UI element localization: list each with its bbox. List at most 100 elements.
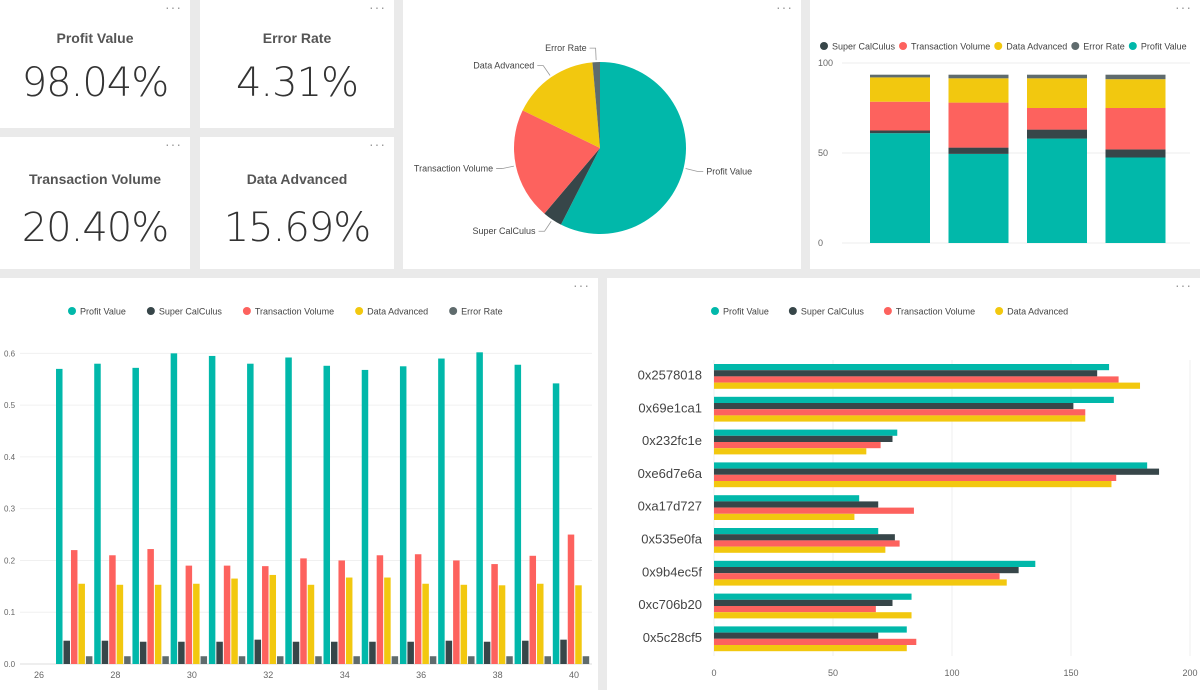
legend-marker-super-calculus bbox=[146, 307, 155, 315]
more-options-icon[interactable]: ··· bbox=[776, 0, 793, 15]
legend-label-super-calculus: Super CalCulus bbox=[832, 42, 896, 52]
hbar-profit-value bbox=[714, 462, 1148, 469]
more-options-icon[interactable]: ··· bbox=[573, 278, 590, 293]
column-bar-profit-value bbox=[399, 366, 407, 664]
column-bar-transaction-volume bbox=[414, 554, 422, 664]
more-options-icon[interactable]: ··· bbox=[1175, 0, 1192, 15]
pie-label-super-calculus: Super CalCulus bbox=[473, 226, 537, 236]
column-bar-super-calculus bbox=[254, 639, 262, 664]
pie-label-transaction-volume: Transaction Volume bbox=[414, 164, 493, 174]
hbar-profit-value bbox=[714, 364, 1110, 371]
column-bar-super-calculus bbox=[369, 641, 376, 664]
stacked-bar-segment-data-advanced bbox=[1027, 78, 1087, 108]
column-bar-data-advanced bbox=[422, 583, 429, 664]
pie-slice-super-calculus bbox=[544, 148, 600, 225]
stacked-bar-chart-tile[interactable]: ··· Super CalCulus Transaction Volume Data… bbox=[810, 0, 1200, 269]
x-tick-label: 36 bbox=[416, 670, 426, 680]
hbar-transaction-volume bbox=[714, 540, 900, 547]
x-tick-label: 34 bbox=[340, 670, 350, 680]
kpi-value: 98.04% bbox=[21, 60, 170, 106]
kpi-label: Transaction Volume bbox=[29, 171, 161, 187]
column-bar-profit-value bbox=[170, 353, 178, 664]
hbar-super-calculus bbox=[714, 599, 893, 606]
more-options-icon[interactable]: ··· bbox=[369, 137, 386, 152]
x-tick-label: 32 bbox=[263, 670, 273, 680]
legend-label-super-calculus: Super CalCulus bbox=[159, 307, 223, 317]
kpi-label: Data Advanced bbox=[246, 171, 348, 187]
column-bar-transaction-volume bbox=[567, 534, 575, 664]
pie-label-data-advanced: Data Advanced bbox=[473, 61, 534, 71]
kpi-card-error-rate[interactable]: ··· Error Rate 4.31% bbox=[200, 0, 394, 128]
column-bar-error-rate bbox=[429, 656, 437, 664]
more-options-icon[interactable]: ··· bbox=[165, 0, 182, 15]
column-bar-super-calculus bbox=[139, 641, 147, 664]
legend-label-transaction-volume: Transaction Volume bbox=[896, 307, 975, 317]
x-tick-label: 30 bbox=[187, 670, 197, 680]
column-bar-super-calculus bbox=[101, 640, 109, 664]
stacked-bar-segment-super-calculus bbox=[1105, 149, 1166, 158]
column-bar-transaction-volume bbox=[185, 565, 193, 664]
x-tick-label: 28 bbox=[110, 670, 120, 680]
column-bar-transaction-volume bbox=[223, 565, 231, 664]
hbar-super-calculus bbox=[714, 370, 1098, 377]
column-bar-transaction-volume bbox=[338, 560, 345, 664]
more-options-icon[interactable]: ··· bbox=[165, 137, 182, 152]
stacked-bar-segment-profit-value bbox=[948, 153, 1009, 243]
column-bar-error-rate bbox=[391, 656, 399, 664]
column-bar-error-rate bbox=[353, 656, 360, 664]
category-label: 0xa17d727 bbox=[638, 499, 702, 514]
column-bar-transaction-volume bbox=[70, 550, 78, 664]
stacked-bar-segment-error-rate bbox=[1105, 74, 1166, 80]
horizontal-bar-chart-tile[interactable]: ··· Profit Value Super CalCulus Transactio… bbox=[607, 278, 1200, 690]
column-bar-error-rate bbox=[582, 656, 590, 664]
kpi-card-transaction-volume[interactable]: ··· Transaction Volume 20.40% bbox=[0, 137, 190, 269]
column-bar-transaction-volume bbox=[529, 555, 537, 664]
y-tick-label: 0.3 bbox=[4, 505, 16, 514]
category-label: 0xe6d7e6a bbox=[638, 466, 703, 481]
column-bar-profit-value bbox=[94, 363, 101, 664]
hbar-data-advanced bbox=[714, 645, 907, 652]
hbar-transaction-volume bbox=[714, 507, 914, 514]
category-label: 0x535e0fa bbox=[641, 532, 702, 547]
column-bar-data-advanced bbox=[116, 584, 124, 664]
hbar-super-calculus bbox=[714, 435, 893, 442]
y-tick-label: 0.5 bbox=[4, 401, 16, 410]
hbar-data-advanced bbox=[714, 546, 886, 553]
hbar-data-advanced bbox=[714, 382, 1141, 389]
y-tick-label: 0.2 bbox=[4, 556, 16, 565]
column-bar-data-advanced bbox=[269, 574, 277, 664]
column-bar-data-advanced bbox=[537, 583, 544, 664]
column-bar-profit-value bbox=[132, 367, 139, 664]
kpi-card-data-advanced[interactable]: ··· Data Advanced 15.69% bbox=[200, 137, 394, 269]
category-label: 0x69e1ca1 bbox=[638, 400, 702, 415]
pie-slice-profit-value bbox=[560, 62, 686, 234]
x-tick-label: 26 bbox=[34, 670, 44, 680]
kpi-card-profit-value[interactable]: ··· Profit Value 98.04% bbox=[0, 0, 190, 128]
column-bar-data-advanced bbox=[345, 577, 353, 664]
hbar-profit-value bbox=[714, 560, 1036, 567]
legend-marker-profit-value bbox=[68, 307, 76, 315]
legend-marker-transaction-volume bbox=[899, 42, 908, 50]
column-bar-error-rate bbox=[468, 656, 475, 664]
more-options-icon[interactable]: ··· bbox=[369, 0, 386, 15]
column-bar-data-advanced bbox=[78, 583, 85, 664]
pie-chart-tile[interactable]: ··· Profit Value Super CalCulus Transactio… bbox=[403, 0, 801, 269]
column-bar-transaction-volume bbox=[109, 555, 116, 664]
column-chart-tile[interactable]: ··· Profit Value Super CalCulus Transactio… bbox=[0, 278, 598, 690]
stacked-bar-segment-data-advanced bbox=[948, 78, 1009, 103]
column-bar-profit-value bbox=[56, 368, 63, 664]
hbar-data-advanced bbox=[714, 415, 1086, 422]
hbar-transaction-volume bbox=[714, 442, 881, 449]
legend-label-profit-value: Profit Value bbox=[80, 307, 126, 317]
hbar-transaction-volume bbox=[714, 474, 1117, 481]
stacked-bar-segment-transaction-volume bbox=[1105, 108, 1166, 150]
legend-marker-data-advanced bbox=[995, 307, 1004, 315]
hbar-transaction-volume bbox=[714, 409, 1086, 416]
column-bar-error-rate bbox=[238, 656, 246, 664]
more-options-icon[interactable]: ··· bbox=[1175, 278, 1192, 293]
hbar-profit-value bbox=[714, 593, 912, 600]
x-tick-label: 50 bbox=[828, 668, 838, 678]
hbar-super-calculus bbox=[714, 567, 1019, 574]
category-label: 0x9b4ec5f bbox=[642, 564, 702, 579]
y-tick-label: 0.6 bbox=[4, 349, 16, 358]
